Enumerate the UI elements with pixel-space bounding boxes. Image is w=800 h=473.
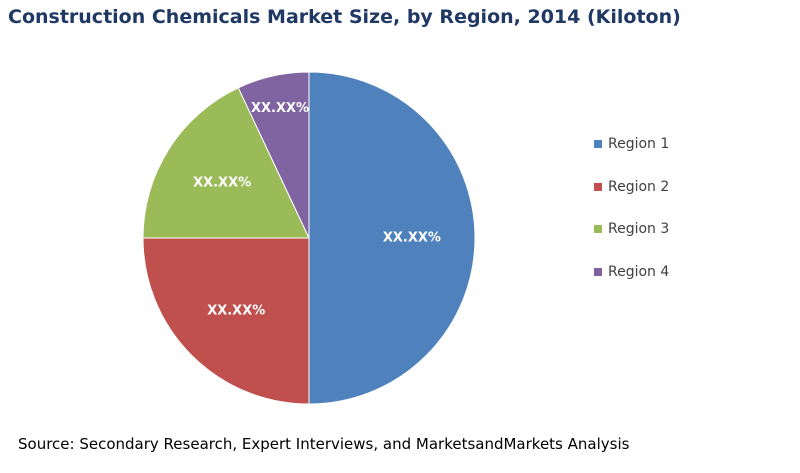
legend-item-region-4: Region 4 [594, 262, 669, 282]
legend-swatch-region-4 [594, 267, 602, 276]
legend-item-region-3: Region 3 [594, 219, 669, 239]
slice-label-3: XX.XX% [193, 175, 251, 190]
legend-item-region-1: Region 1 [594, 134, 669, 154]
legend-label-region-2: Region 2 [608, 178, 670, 195]
source-note: Source: Secondary Research, Expert Inter… [18, 435, 630, 453]
legend-item-region-2: Region 2 [594, 177, 669, 197]
legend-swatch-region-1 [594, 140, 602, 148]
legend-label-region-1: Region 1 [608, 136, 670, 152]
legend-swatch-region-2 [594, 182, 602, 191]
legend-label-region-3: Region 3 [608, 221, 670, 237]
pie-slice-3 [142, 87, 310, 239]
legend-swatch-region-3 [594, 225, 602, 233]
slice-label-1: XX.XX% [383, 231, 441, 246]
chart-title: Construction Chemicals Market Size, by R… [8, 6, 681, 28]
slice-label-2: XX.XX% [207, 303, 265, 318]
slice-label-4: XX.XX% [251, 101, 309, 116]
pie-slice-1 [308, 71, 476, 405]
legend-label-region-4: Region 4 [608, 263, 670, 280]
pie-slice-4 [237, 71, 310, 239]
pie-slice-2 [142, 237, 310, 405]
chart-legend: Region 1 Region 2 Region 3 Region 4 [594, 134, 669, 304]
